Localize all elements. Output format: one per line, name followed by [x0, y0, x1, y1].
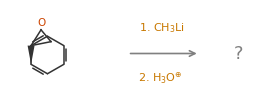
Text: O: O: [37, 18, 45, 28]
Text: ?: ?: [233, 45, 243, 62]
Text: 2. H$_3$O$^{\oplus}$: 2. H$_3$O$^{\oplus}$: [138, 71, 183, 86]
Polygon shape: [28, 46, 35, 64]
Text: 1. CH$_3$Li: 1. CH$_3$Li: [139, 21, 185, 35]
